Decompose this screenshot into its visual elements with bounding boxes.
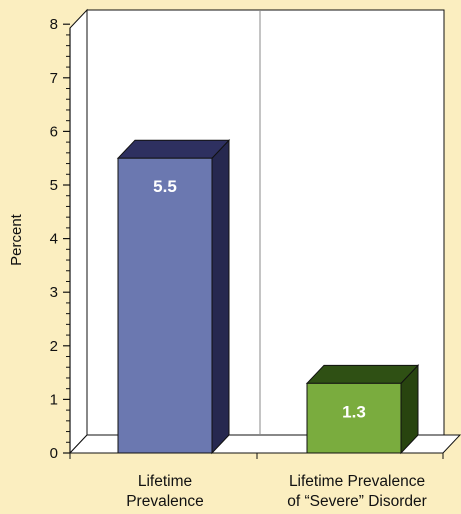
bar-data-label: 1.3	[342, 402, 366, 421]
bar-top-face	[116, 139, 231, 159]
plot-side-wall	[69, 8, 88, 455]
y-tick-label: 2	[50, 338, 58, 355]
y-axis: 0 1 2 3 4 5 6 7 8	[50, 16, 71, 462]
bar: 5.5	[116, 138, 231, 455]
bar-side-face	[211, 138, 230, 455]
y-tick-label: 5	[50, 177, 58, 194]
y-tick-label: 7	[50, 70, 58, 87]
y-tick-label: 6	[50, 123, 58, 140]
bar-data-label: 5.5	[153, 177, 177, 196]
y-tick-label: 3	[50, 284, 58, 301]
y-axis-title: Percent	[8, 213, 25, 266]
bar-front-face	[117, 157, 213, 454]
bar-front-face	[306, 382, 402, 454]
x-category-label-line: of “Severe” Disorder	[287, 493, 427, 510]
y-tick-label: 0	[50, 445, 58, 462]
y-tick-label: 8	[50, 16, 58, 33]
x-category-label: Lifetime Prevalence of “Severe” Disorder	[287, 473, 427, 510]
x-category-label-line: Lifetime	[138, 473, 192, 490]
x-category-label-line: Prevalence	[126, 493, 204, 510]
y-tick-label: 4	[50, 231, 58, 248]
bar: 1.3	[305, 364, 420, 455]
bars: 5.5 1.3	[116, 138, 420, 455]
bar-top-face	[305, 364, 420, 384]
x-category-label: Lifetime Prevalence	[126, 473, 204, 510]
x-category-label-line: Lifetime Prevalence	[289, 473, 425, 490]
y-tick-label: 1	[50, 391, 58, 408]
